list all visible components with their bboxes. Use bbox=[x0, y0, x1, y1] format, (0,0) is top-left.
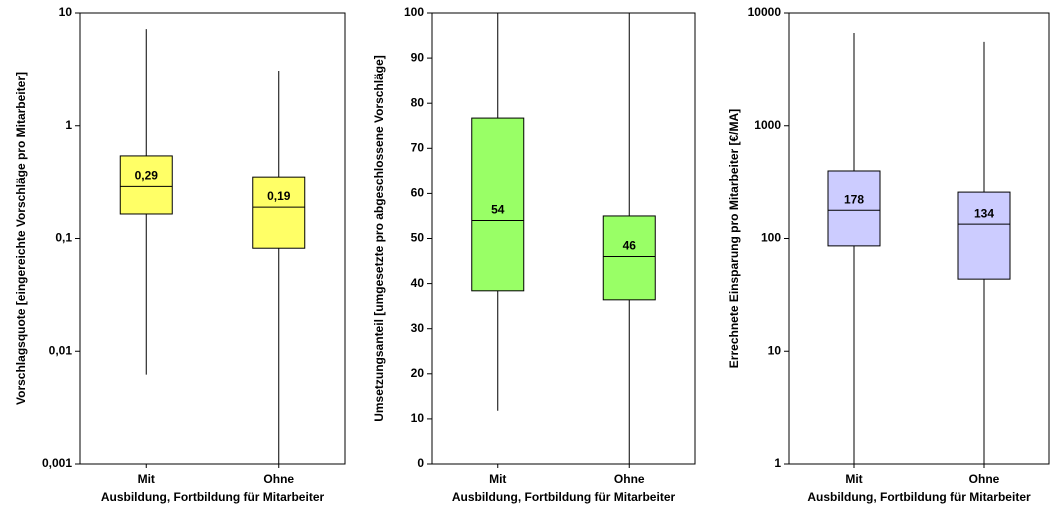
y-tick-label: 80 bbox=[411, 95, 425, 109]
y-tick-label: 100 bbox=[404, 5, 424, 19]
y-axis-label: Umsetzungsanteil [umgesetzte pro abgesch… bbox=[372, 55, 386, 422]
y-tick-label: 40 bbox=[411, 276, 425, 290]
y-tick-label: 0,001 bbox=[42, 456, 72, 470]
y-tick-label: 0,1 bbox=[55, 231, 72, 245]
median-label: 54 bbox=[491, 203, 505, 217]
box bbox=[471, 117, 525, 292]
y-tick-label: 70 bbox=[411, 140, 425, 154]
x-tick-label: Ohne bbox=[263, 472, 294, 486]
x-tick-label: Mit bbox=[489, 472, 506, 486]
y-tick-label: 1 bbox=[774, 456, 781, 470]
y-tick-label: 10 bbox=[768, 343, 782, 357]
x-axis-label: Ausbildung, Fortbildung für Mitarbeiter bbox=[101, 490, 325, 504]
y-tick-label: 1 bbox=[65, 118, 72, 132]
y-tick-label: 0 bbox=[417, 456, 424, 470]
panel: 0 10 20 30 40 50 60 70 80 90 100 Mit 54 Ohne 46 Ausbild… bbox=[372, 5, 696, 504]
y-tick-label: 0,01 bbox=[49, 343, 73, 357]
box bbox=[252, 176, 306, 249]
y-tick-label: 20 bbox=[411, 366, 425, 380]
x-axis-label: Ausbildung, Fortbildung für Mitarbeiter bbox=[452, 490, 676, 504]
box bbox=[602, 215, 656, 301]
panel: 0,001 0,01 0,1 1 10 Mit 0,29 Ohne 0,19 Ausbildung… bbox=[14, 5, 346, 504]
y-tick-label: 1000 bbox=[754, 118, 781, 132]
y-tick-label: 60 bbox=[411, 186, 425, 200]
median-label: 0,19 bbox=[267, 189, 291, 203]
median-label: 46 bbox=[623, 239, 637, 253]
box bbox=[957, 191, 1011, 280]
median-label: 134 bbox=[974, 206, 994, 220]
y-tick-label: 10000 bbox=[748, 5, 782, 19]
y-tick-label: 10 bbox=[59, 5, 73, 19]
y-axis-label: Vorschlagsquote [eingereichte Vorschläge… bbox=[14, 72, 28, 405]
x-axis-label: Ausbildung, Fortbildung für Mitarbeiter bbox=[807, 490, 1031, 504]
y-tick-label: 90 bbox=[411, 50, 425, 64]
x-tick-label: Mit bbox=[845, 472, 862, 486]
median-label: 178 bbox=[844, 192, 864, 206]
y-tick-label: 50 bbox=[411, 231, 425, 245]
box bbox=[827, 170, 881, 247]
box bbox=[119, 155, 173, 215]
y-tick-label: 10 bbox=[411, 411, 425, 425]
y-tick-label: 30 bbox=[411, 321, 425, 335]
panel: 1 10 100 1000 10000 Mit 178 Ohne 134 Ausbildung, … bbox=[727, 5, 1050, 504]
x-tick-label: Ohne bbox=[969, 472, 1000, 486]
x-tick-label: Mit bbox=[138, 472, 155, 486]
y-tick-label: 100 bbox=[761, 231, 781, 245]
median-label: 0,29 bbox=[135, 169, 159, 183]
x-tick-label: Ohne bbox=[614, 472, 645, 486]
y-axis-label: Errechnete Einsparung pro Mitarbeiter [€… bbox=[727, 109, 741, 368]
